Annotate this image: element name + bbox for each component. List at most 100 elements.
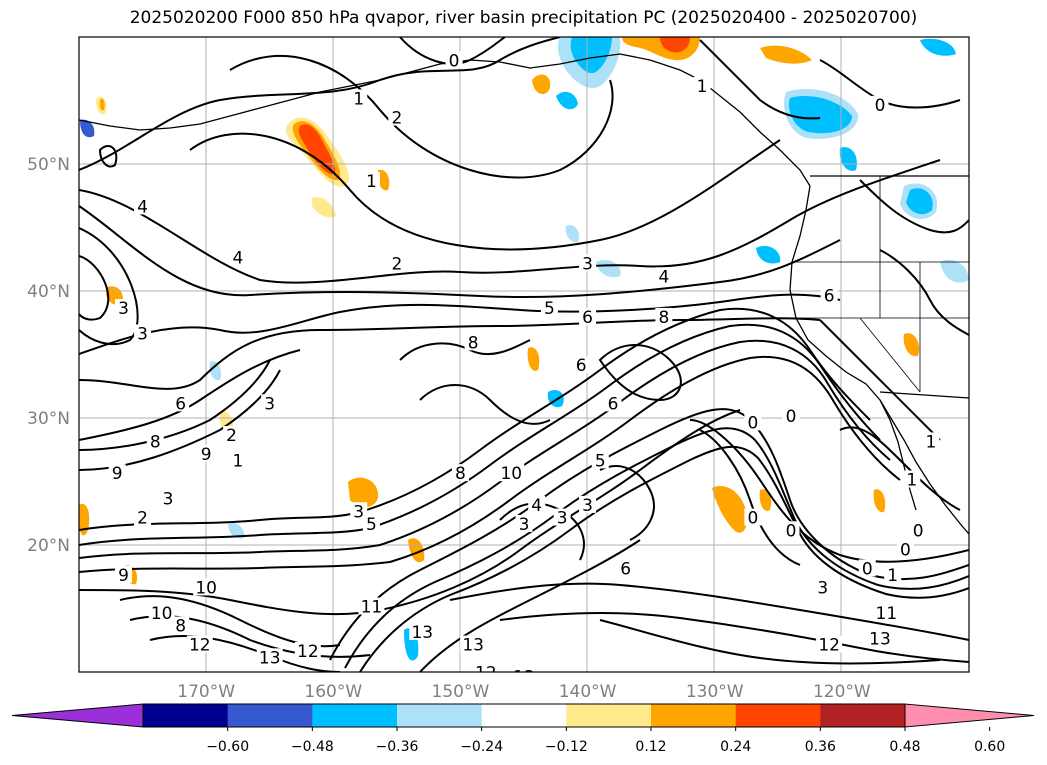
contour-label: 13	[513, 667, 535, 687]
contour-label-bg	[146, 432, 164, 450]
contour-label-bg	[472, 663, 499, 672]
contour-label: 2	[137, 509, 148, 529]
colorbar-segment	[481, 704, 567, 727]
contour-label-bg	[464, 333, 482, 351]
contour-label-bg	[814, 578, 832, 596]
contour-label-bg	[604, 394, 622, 412]
shade-negative	[940, 259, 969, 283]
contour-label-bg	[540, 299, 558, 317]
contour-label: 11	[876, 604, 898, 624]
shade-negative	[839, 147, 857, 171]
shade-positive	[759, 489, 772, 511]
contour-label-bg	[858, 559, 876, 577]
contour-label: 3	[582, 255, 593, 275]
contour-label-bg	[451, 464, 469, 482]
contour-label: 2	[391, 109, 402, 129]
colorbar-tick-label: 0.12	[635, 739, 666, 755]
shade-positive	[348, 477, 379, 508]
contour-label-bg	[460, 635, 487, 653]
coastline-west-coast	[789, 185, 969, 535]
colorbar-tick-label: 0.48	[889, 739, 920, 755]
contour-label: 0	[875, 96, 886, 116]
contour-label-bg	[884, 565, 902, 583]
contour-label-bg	[528, 495, 546, 513]
contour-line	[699, 39, 821, 120]
contour-line	[79, 359, 271, 451]
contour-line	[79, 355, 901, 573]
contour-label: 6	[824, 286, 835, 306]
contour-label: 3	[519, 515, 530, 535]
contour-line	[344, 427, 969, 669]
contour-line	[79, 205, 841, 299]
contour-line	[79, 293, 841, 355]
contour-label-bg	[193, 578, 220, 596]
contour-label: 3	[557, 509, 568, 529]
shade-positive	[408, 538, 425, 563]
colorbar-segment	[227, 704, 313, 727]
contour-label: 12	[475, 664, 497, 684]
colorbar-tick-label: 0.60	[974, 739, 1005, 755]
border-state	[792, 176, 969, 393]
contour-label-bg	[579, 254, 597, 272]
contour-label: 3	[817, 578, 828, 598]
longitude-tick-label: 140°W	[559, 682, 617, 702]
longitude-tick-label: 130°W	[686, 682, 744, 702]
shade-negative	[596, 259, 621, 278]
contour-label-bg	[579, 495, 597, 513]
contour-label-bg	[186, 635, 213, 653]
contour-label-bg	[693, 76, 711, 94]
contour-line	[79, 159, 941, 284]
contour-label-bg	[172, 616, 190, 634]
contour-label: 6	[608, 394, 619, 414]
contour-label-bg	[515, 514, 533, 532]
contour-label: 13	[259, 648, 281, 668]
shade-positive	[532, 74, 551, 95]
contour-label-bg	[873, 603, 900, 621]
contour-label: 5	[366, 515, 377, 535]
contour-label-bg	[388, 254, 406, 272]
contour-label: 3	[118, 299, 129, 319]
contour-label-bg	[256, 648, 283, 666]
longitude-tick-label: 150°W	[432, 682, 490, 702]
contour-line	[598, 344, 682, 402]
contour-label-bg	[229, 248, 247, 266]
contour-label: 6	[576, 356, 587, 376]
contour-label-bg	[617, 559, 635, 577]
contour-line	[79, 323, 881, 546]
contour-label-bg	[197, 445, 215, 463]
contour-label: 0	[449, 51, 460, 71]
contour-label: 9	[201, 445, 212, 465]
contour-label: 0	[862, 559, 873, 579]
contour-label-bg	[223, 426, 241, 444]
contour-line	[419, 539, 641, 672]
contour-label-bg	[782, 521, 800, 539]
contour-label-bg	[922, 432, 940, 450]
colorbar-frame	[142, 703, 906, 728]
contour-label: 9	[112, 464, 123, 484]
contour-label: 6	[620, 559, 631, 579]
contour-label-bg	[115, 565, 132, 583]
border-us-mexico	[879, 391, 969, 399]
contour-label: 0	[786, 407, 797, 427]
contour-line	[359, 445, 969, 672]
contour-label-bg	[362, 172, 380, 190]
contour-line	[879, 249, 969, 336]
contour-label-bg	[744, 413, 762, 431]
contour-label: 5	[595, 451, 606, 471]
contour-label: 11	[361, 598, 383, 618]
colorbar-tick-label: 0.36	[805, 739, 836, 755]
contour-label: 1	[233, 451, 244, 471]
contour-label-bg	[744, 508, 762, 526]
qvapor-contours	[79, 37, 969, 672]
contour-label: 10	[500, 464, 522, 484]
colorbar-tick-label: −0.36	[376, 739, 419, 755]
contour-label: 0	[747, 509, 758, 529]
contour-label: 1	[353, 90, 364, 110]
contour-label: 0	[913, 521, 924, 541]
shade-negative	[570, 37, 612, 74]
colorbar: −0.60 −0.48 −0.36 −0.24 −0.12 0.12 0.24 0.36 0.4…	[11, 703, 1035, 755]
contour-label-bg	[115, 299, 132, 317]
contour-label-bg	[572, 356, 590, 374]
contour-line	[599, 465, 655, 541]
